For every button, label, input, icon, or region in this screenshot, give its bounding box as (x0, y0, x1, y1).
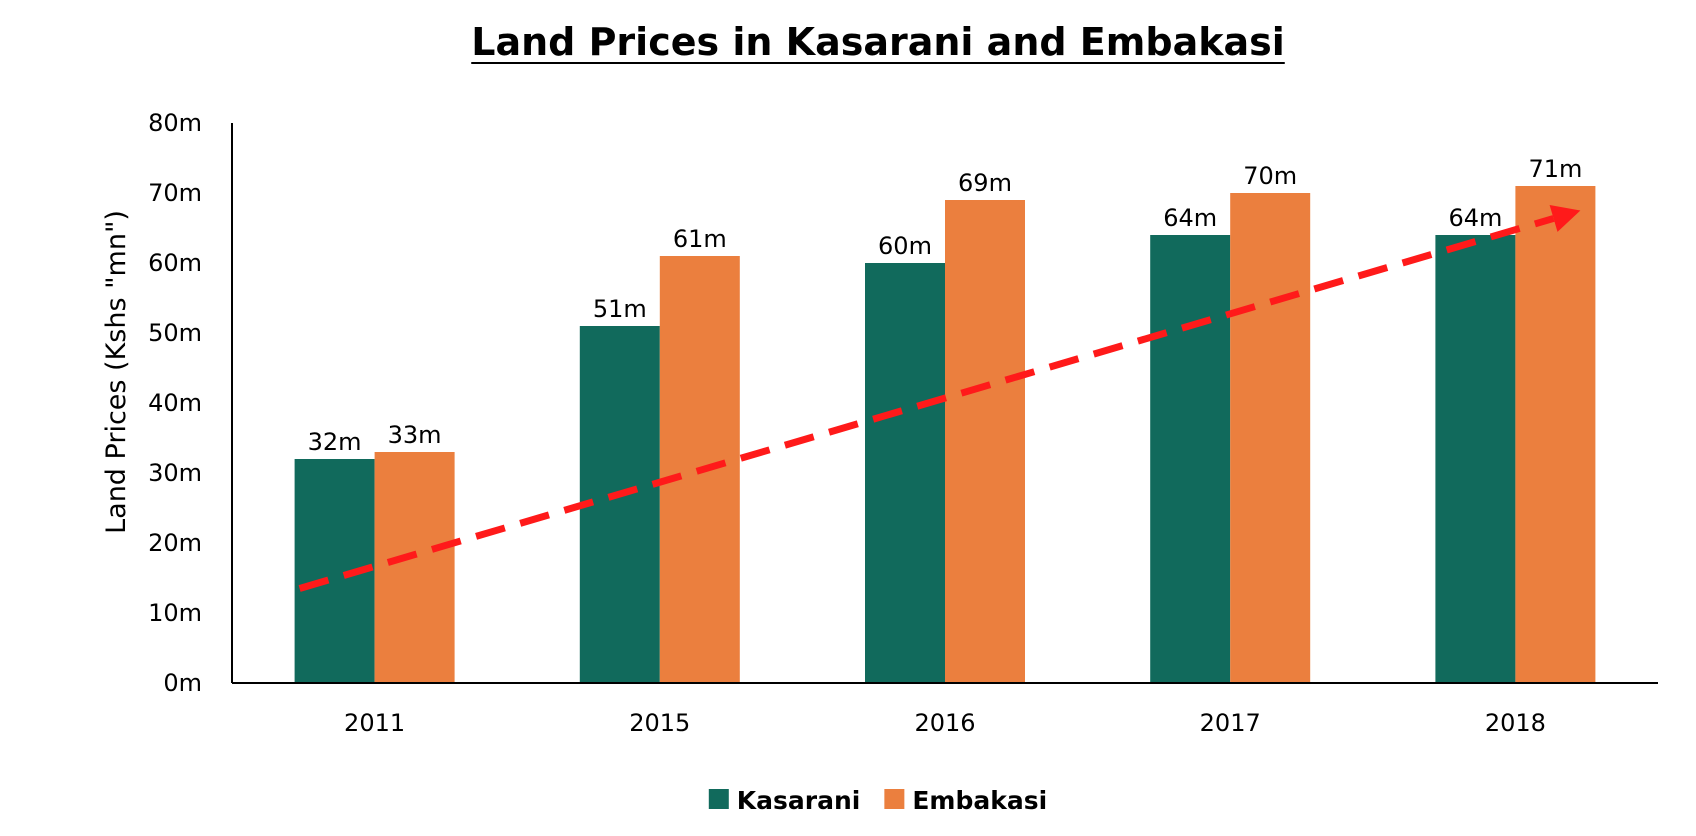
y-axis-title: Land Prices (Kshs "mn") (101, 210, 132, 534)
bar-kasarani-2018 (1435, 235, 1516, 683)
legend-swatch-embakasi (884, 789, 905, 809)
y-tick-label: 40m (148, 389, 202, 417)
bar-data-labels: 32m 51m 60m 64m 64m 33m 61m 69m 70m 71m (308, 155, 1583, 456)
x-tick-label: 2016 (914, 709, 975, 737)
data-label-embakasi-2018: 71m (1528, 155, 1582, 183)
x-tick-label: 2015 (629, 709, 690, 737)
bar-series (294, 186, 1596, 683)
bar-embakasi-2011 (374, 452, 455, 683)
y-tick-label: 50m (148, 319, 202, 347)
legend-label-embakasi: Embakasi (912, 786, 1047, 815)
y-axis-ticks: 0m 10m 20m 30m 40m 50m 60m 70m 80m (148, 109, 202, 697)
y-tick-label: 80m (148, 109, 202, 137)
data-label-kasarani-2018: 64m (1448, 204, 1502, 232)
data-label-kasarani-2017: 64m (1163, 204, 1217, 232)
legend-label-kasarani: Kasarani (737, 786, 861, 815)
trend-arrow (298, 215, 1555, 592)
legend: Kasarani Embakasi (708, 786, 1047, 815)
data-label-kasarani-2011: 32m (308, 428, 362, 456)
legend-swatch-kasarani (708, 789, 729, 809)
x-tick-label: 2018 (1485, 709, 1546, 737)
x-tick-label: 2017 (1200, 709, 1261, 737)
data-label-kasarani-2015: 51m (593, 295, 647, 323)
bar-kasarani-2016 (865, 263, 945, 683)
bar-kasarani-2017 (1150, 235, 1231, 683)
data-label-kasarani-2016: 60m (878, 232, 932, 260)
data-label-embakasi-2015: 61m (673, 225, 727, 253)
y-tick-label: 20m (148, 529, 202, 557)
y-tick-label: 10m (148, 599, 202, 627)
bar-embakasi-2018 (1515, 186, 1596, 683)
y-tick-label: 0m (163, 669, 202, 697)
data-label-embakasi-2017: 70m (1243, 162, 1297, 190)
y-tick-label: 70m (148, 179, 202, 207)
bar-embakasi-2016 (945, 200, 1025, 683)
x-tick-label: 2011 (344, 709, 405, 737)
bar-embakasi-2017 (1230, 193, 1311, 683)
trend-arrow-head-icon (1549, 204, 1581, 232)
chart-title: Land Prices in Kasarani and Embakasi (471, 20, 1285, 64)
data-label-embakasi-2016: 69m (958, 169, 1012, 197)
y-tick-label: 30m (148, 459, 202, 487)
y-tick-label: 60m (148, 249, 202, 277)
data-label-embakasi-2011: 33m (388, 421, 442, 449)
x-axis-ticks: 2011 2015 2016 2017 2018 (344, 709, 1546, 737)
